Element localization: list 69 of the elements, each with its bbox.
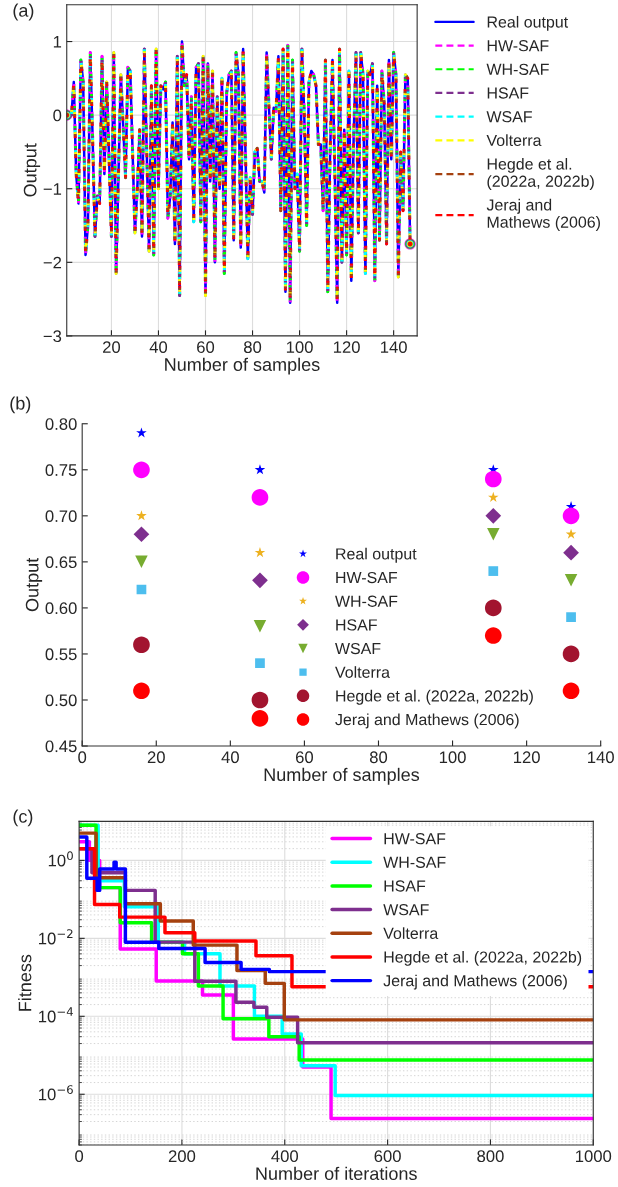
y-tick-label: 10$^{−6}$ — [39, 1085, 73, 1101]
x-tick-label: 100 — [286, 341, 313, 354]
x-tick-label: 120 — [513, 751, 540, 764]
legend-label: HSAF — [336, 619, 377, 631]
y-tick-label: 0.65 — [45, 556, 77, 569]
legend-label: HSAF — [487, 87, 529, 99]
legend-label: Jeraj and Mathews (2006) — [335, 713, 519, 729]
y-tick-label: 0.45 — [45, 740, 77, 753]
legend-label: Real output — [487, 15, 569, 31]
x-tick-label: 0 — [78, 751, 87, 764]
legend-label: Volterra — [486, 134, 542, 147]
y-tick-label: −1 — [43, 183, 62, 195]
y-tick-label: −3 — [43, 330, 62, 343]
x-axis-title: Number of iterations — [256, 1166, 417, 1181]
x-tick-label: 80 — [369, 751, 388, 764]
x-tick-label: 400 — [271, 1150, 299, 1163]
text: (a) — [13, 3, 34, 21]
x-tick-label: 100 — [439, 751, 466, 764]
x-tick-label: 800 — [477, 1150, 504, 1163]
legend-label: HW-SAF — [487, 40, 549, 52]
y-tick-label: 0.60 — [45, 602, 77, 615]
x-tick-label: 200 — [168, 1150, 196, 1163]
y-axis-title: Output — [23, 143, 41, 197]
legend-label: Volterra — [335, 666, 391, 678]
legend-label: WSAF — [486, 111, 532, 123]
legend-label: Volterra — [383, 927, 439, 940]
legend-label: HW-SAF — [384, 833, 446, 845]
legend-label: Jeraj and Mathews (2006) — [383, 974, 567, 990]
y-axis-title: Output — [25, 557, 43, 612]
x-tick-label: 1000 — [576, 1150, 612, 1163]
y-tick-label: 0.80 — [45, 418, 77, 430]
y-axis-title: Fitness — [18, 954, 32, 1011]
y-tick-label: 10$^{0}$ — [48, 851, 73, 867]
legend-label: Jeraj and Mathews (2006) — [486, 198, 600, 231]
x-tick-label: 40 — [221, 751, 239, 764]
legend-label: HSAF — [384, 880, 426, 892]
y-tick-label: −2 — [43, 256, 62, 269]
x-tick-label: 140 — [381, 341, 407, 354]
x-tick-label: 120 — [333, 341, 360, 354]
text: (c) — [13, 809, 33, 827]
legend-label: WH-SAF — [383, 856, 446, 868]
y-tick-label: 10$^{−2}$ — [39, 929, 73, 945]
x-tick-label: 600 — [374, 1150, 401, 1163]
legend-label: Hegde et al. (2022a, 2022b) — [487, 157, 594, 191]
x-tick-label: 20 — [147, 751, 165, 764]
y-tick-label: 1 — [53, 36, 62, 48]
x-axis-title: Number of samples — [264, 767, 420, 785]
x-tick-label: 140 — [588, 751, 614, 764]
legend-label: Real output — [336, 547, 417, 563]
legend-label: HW-SAF — [336, 571, 398, 584]
y-tick-label: 0.55 — [45, 648, 77, 661]
legend-label: WSAF — [335, 642, 381, 655]
y-tick-label: 0.75 — [45, 464, 77, 476]
legend-label: WSAF — [383, 904, 429, 916]
x-tick-label: 20 — [103, 341, 121, 354]
legend-label: Hegde et al. (2022a, 2022b) — [336, 689, 533, 705]
legend-label: Hegde et al. (2022a, 2022b) — [384, 950, 582, 966]
y-tick-label: 0.50 — [45, 694, 77, 707]
x-tick-label: 40 — [149, 341, 168, 354]
legend-label: WH-SAF — [335, 595, 398, 607]
x-axis-title: Number of samples — [165, 357, 320, 375]
y-tick-label: 0.70 — [45, 510, 77, 523]
legend-label: WH-SAF — [486, 63, 549, 76]
x-tick-label: 80 — [243, 341, 262, 354]
text: (b) — [10, 396, 31, 414]
x-tick-label: 60 — [197, 341, 215, 354]
y-tick-label: 0 — [53, 109, 62, 122]
y-tick-label: 10$^{−4}$ — [39, 1007, 73, 1023]
x-tick-label: 60 — [295, 751, 314, 764]
